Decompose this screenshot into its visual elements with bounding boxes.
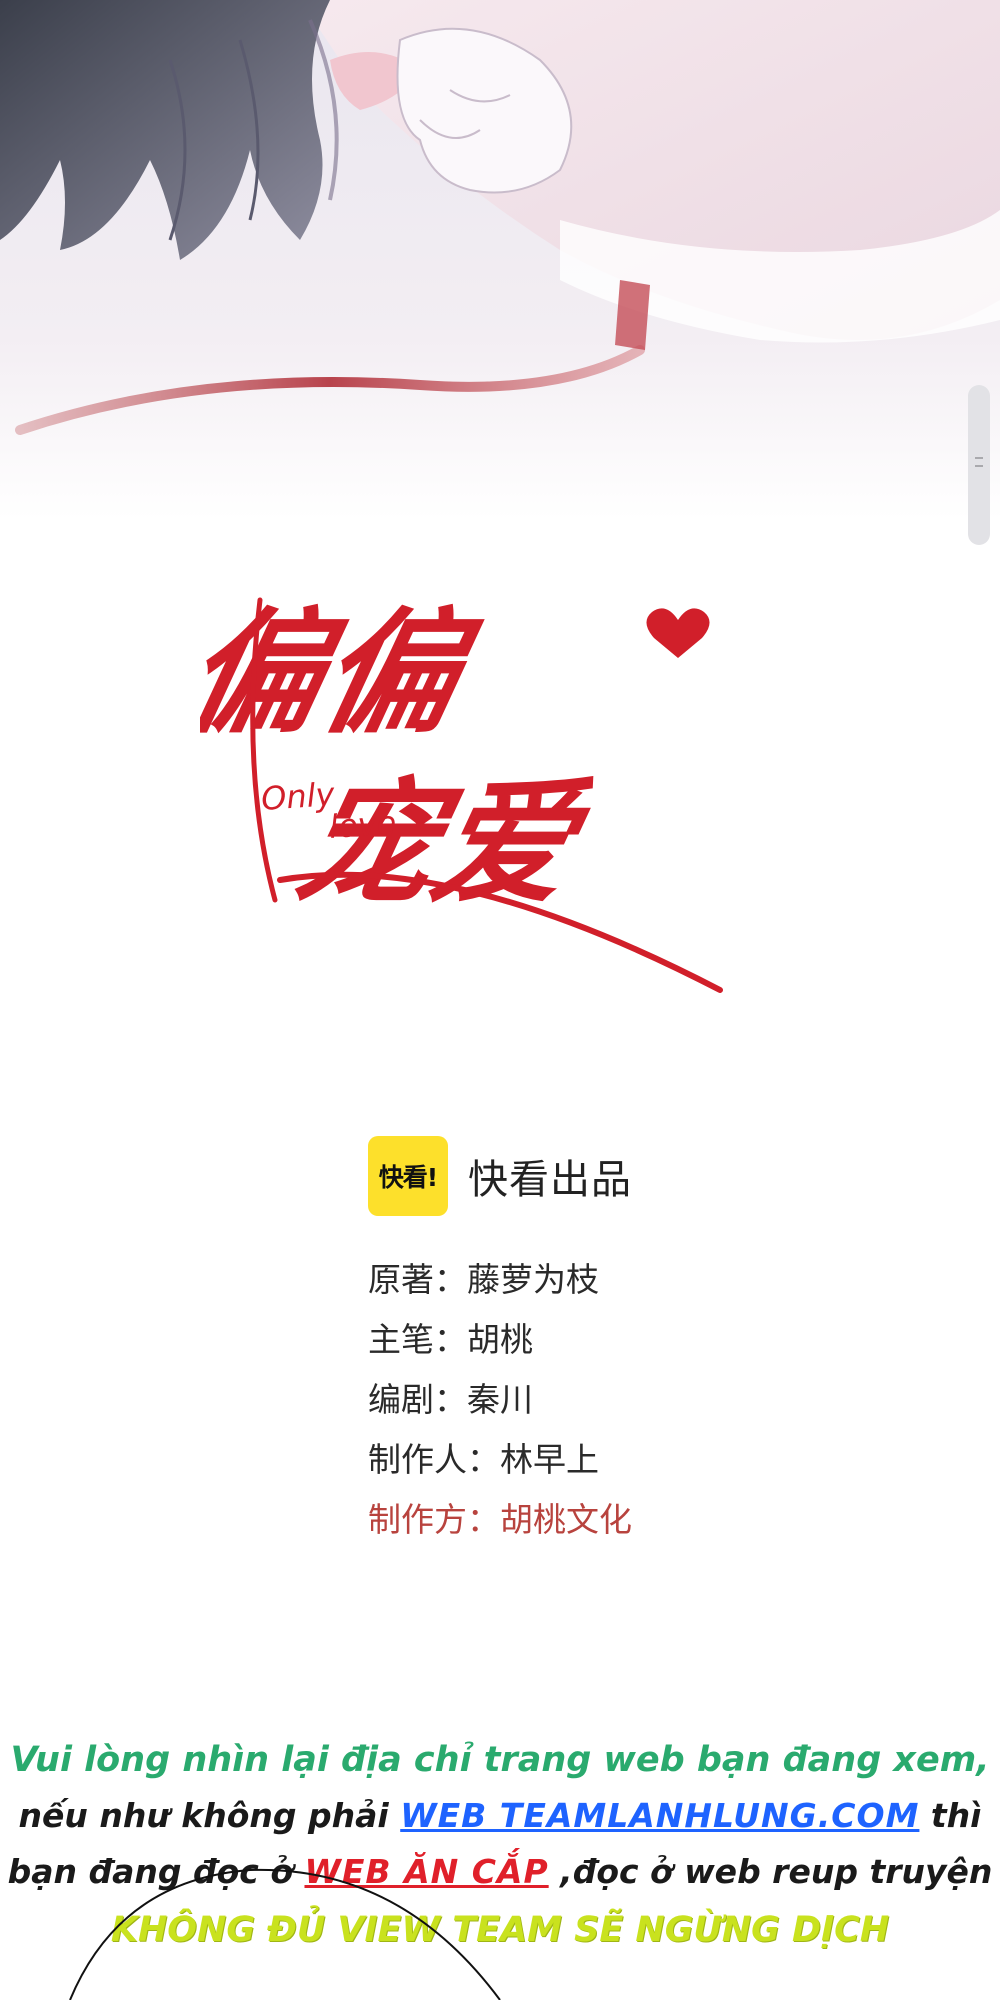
- credit-label: 制作方：: [368, 1500, 500, 1539]
- credit-label: 原著：: [368, 1260, 467, 1299]
- notice-text: ,đọc ở web reup truyện: [548, 1852, 993, 1891]
- notice-text: bạn đang đọc ở: [7, 1852, 305, 1891]
- publisher-label: 快看出品: [468, 1157, 632, 1203]
- scroll-handle[interactable]: [968, 385, 990, 545]
- credit-label: 主笔：: [368, 1320, 467, 1359]
- publisher: 快看! 快看出品: [368, 1135, 632, 1217]
- kuaikan-logo-badge: 快看!: [368, 1136, 448, 1216]
- cover-illustration: [0, 0, 1000, 520]
- credit-original-author: 原著：藤萝为枝: [368, 1255, 632, 1315]
- credit-value: 秦川: [467, 1380, 533, 1419]
- brush-stroke: [277, 871, 723, 993]
- credit-screenwriter: 编剧：秦川: [368, 1375, 632, 1435]
- notice-line-1: Vui lòng nhìn lại địa chỉ trang web bạn …: [10, 1740, 990, 1780]
- credit-value: 胡桃文化: [500, 1500, 632, 1539]
- credit-label: 制作人：: [368, 1440, 500, 1479]
- credits-list: 原著：藤萝为枝 主笔：胡桃 编剧：秦川 制作人：林早上 制作方：胡桃文化: [368, 1255, 632, 1555]
- title-logo: 偏偏 宠爱 Only love: [171, 520, 800, 1020]
- grip-line: [975, 465, 983, 467]
- notice-line-2: nếu như không phải WEB TEAMLANHLUNG.COM …: [0, 1796, 1000, 1835]
- credit-production-company: 制作方：胡桃文化: [368, 1495, 632, 1555]
- credit-producer: 制作人：林早上: [368, 1435, 632, 1495]
- credit-label: 编剧：: [368, 1380, 467, 1419]
- brush-stroke: [250, 597, 278, 903]
- credit-value: 胡桃: [467, 1320, 533, 1359]
- logo-title-bottom: 宠爱: [284, 764, 600, 922]
- notice-line-3: bạn đang đọc ở WEB ĂN CẮP ,đọc ở web reu…: [0, 1852, 1000, 1891]
- notice-warning: WEB ĂN CẮP: [304, 1852, 549, 1891]
- grip-line: [975, 457, 983, 459]
- notice-text: thì: [919, 1796, 982, 1835]
- credit-value: 林早上: [500, 1440, 599, 1479]
- logo-title-top: 偏偏: [200, 594, 490, 752]
- logo-subtitle-love: love: [328, 803, 398, 846]
- credit-value: 藤萝为枝: [467, 1260, 599, 1299]
- heart-icon: [646, 608, 710, 658]
- notice-site-link[interactable]: WEB TEAMLANHLUNG.COM: [400, 1796, 920, 1835]
- credit-lead-artist: 主笔：胡桃: [368, 1315, 632, 1375]
- notice-text: nếu như không phải: [18, 1796, 401, 1835]
- notice-line-4: KHÔNG ĐỦ VIEW TEAM SẼ NGỪNG DỊCH: [110, 1910, 890, 1950]
- logo-subtitle-only: Only: [260, 775, 337, 818]
